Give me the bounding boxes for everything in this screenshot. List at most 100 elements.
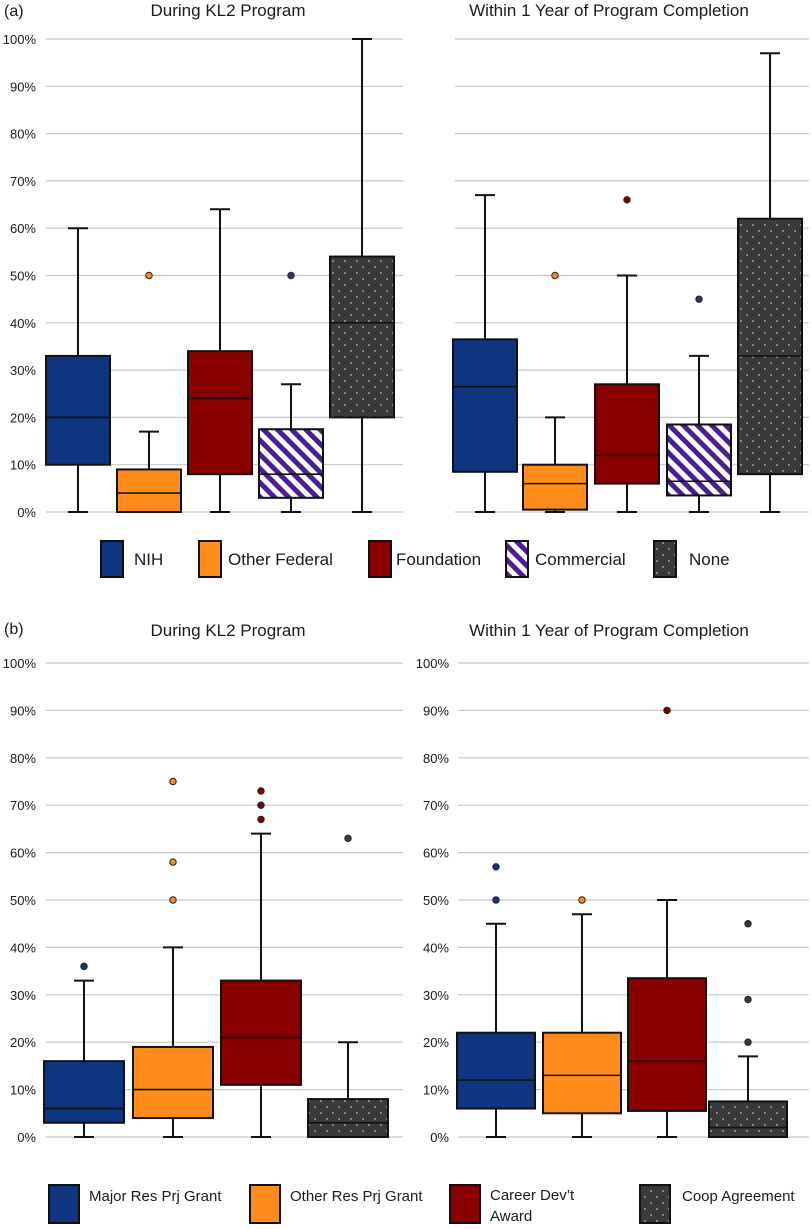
box-none <box>737 52 803 513</box>
y-tick-label: 70% <box>10 798 36 813</box>
box-iqr <box>666 423 732 497</box>
legend-b: Major Res Prj Grant Other Res Prj Grant … <box>48 1184 795 1225</box>
outlier-point <box>169 896 177 904</box>
outlier-point <box>744 995 752 1004</box>
y-tick-label: 80% <box>423 751 449 766</box>
box-iqr <box>45 354 111 466</box>
outlier-point <box>744 1038 752 1046</box>
outlier-point <box>744 920 752 928</box>
box-major-res-prj-grant <box>456 863 536 1138</box>
legend-label-award: Award <box>490 1208 532 1225</box>
y-tick-label: 0% <box>17 505 36 520</box>
y-tick-label: 30% <box>423 988 449 1003</box>
box-iqr <box>627 977 707 1112</box>
box-iqr <box>594 383 660 485</box>
y-tick-label: 90% <box>10 703 36 718</box>
outlier-point <box>257 801 265 809</box>
y-tick-label: 0% <box>17 1130 36 1145</box>
box-other-federal <box>116 271 182 513</box>
box-career-dev-t-award <box>220 787 302 1138</box>
box-iqr <box>542 1031 622 1115</box>
box-iqr <box>187 350 253 476</box>
box-commercial <box>666 295 732 513</box>
y-tick-label: 100% <box>3 32 37 47</box>
box-foundation <box>187 208 253 513</box>
box-other-res-prj-grant <box>542 896 622 1138</box>
legend-swatch-nih <box>100 540 124 578</box>
y-tick-label: 80% <box>10 127 36 142</box>
y-tick-label: 90% <box>10 79 36 94</box>
chart-b-left-title: During KL2 Program <box>151 621 306 640</box>
outlier-point <box>695 295 703 303</box>
box-iqr <box>708 1100 788 1138</box>
box-major-res-prj-grant <box>43 962 125 1138</box>
chart-a-right-title: Within 1 Year of Program Completion <box>469 1 749 20</box>
panel-b-label: (b) <box>4 621 24 638</box>
chart-a-left-title: During KL2 Program <box>151 1 306 20</box>
y-tick-label: 50% <box>10 893 36 908</box>
legend-label-career-devt: Career Dev’t <box>490 1187 575 1204</box>
box-iqr <box>456 1031 536 1110</box>
y-tick-label: 20% <box>423 1035 449 1050</box>
chart-b-right-title: Within 1 Year of Program Completion <box>469 621 749 640</box>
box-nih <box>45 227 111 513</box>
y-tick-label: 10% <box>10 1083 36 1098</box>
box-iqr <box>116 468 182 513</box>
box-coop-agreement <box>708 920 788 1138</box>
outlier-point <box>492 863 500 871</box>
chart-b-left: 0% 10% 20% 30% 40% 50% 60% 70% 80% 90% 100% <box>3 656 403 1145</box>
legend-label-major-res-prj-grant: Major Res Prj Grant <box>89 1188 222 1205</box>
y-tick-label: 90% <box>423 703 449 718</box>
box-iqr <box>522 463 588 511</box>
y-tick-label: 60% <box>10 221 36 236</box>
legend-a: NIH Other Federal Foundation Commercial … <box>100 540 730 578</box>
legend-swatch-other-federal <box>198 540 222 578</box>
outlier-point <box>623 196 631 204</box>
box-iqr <box>737 217 803 476</box>
legend-label-other-federal: Other Federal <box>228 550 333 569</box>
panel-a-label: (a) <box>4 3 24 20</box>
outlier-point <box>578 896 586 904</box>
y-tick-label: 40% <box>423 940 449 955</box>
box-foundation <box>594 196 660 513</box>
box-iqr <box>220 979 302 1086</box>
box-iqr <box>43 1060 125 1124</box>
box-iqr <box>452 338 518 473</box>
y-tick-label: 60% <box>423 846 449 861</box>
y-tick-label: 100% <box>416 656 450 671</box>
y-tick-label: 60% <box>10 846 36 861</box>
y-tick-label: 20% <box>10 410 36 425</box>
legend-label-coop-agreement: Coop Agreement <box>682 1188 795 1205</box>
legend-label-none: None <box>689 550 730 569</box>
y-tick-label: 0% <box>430 1130 449 1145</box>
outlier-point <box>663 706 671 715</box>
legend-swatch-commercial <box>505 540 529 578</box>
legend-swatch-coop-agreement <box>639 1184 671 1224</box>
box-coop-agreement <box>307 834 389 1138</box>
y-tick-label: 100% <box>3 656 37 671</box>
y-tick-label: 50% <box>10 269 36 284</box>
outlier-point <box>257 815 265 824</box>
outlier-point <box>145 271 153 280</box>
legend-label-nih: NIH <box>134 550 163 569</box>
y-tick-label: 10% <box>423 1083 449 1098</box>
box-none <box>329 38 395 513</box>
y-tick-label: 10% <box>10 458 36 473</box>
outlier-point <box>551 271 559 280</box>
y-tick-label: 30% <box>10 363 36 378</box>
outlier-point <box>169 858 177 866</box>
legend-label-commercial: Commercial <box>535 550 626 569</box>
y-tick-label: 70% <box>10 174 36 189</box>
outlier-point <box>80 962 88 971</box>
y-tick-label: 80% <box>10 751 36 766</box>
y-tick-label: 70% <box>423 798 449 813</box>
y-tick-label: 40% <box>10 316 36 331</box>
y-tick-label: 50% <box>423 893 449 908</box>
box-career-dev-t-award <box>627 706 707 1138</box>
legend-swatch-foundation <box>368 540 392 578</box>
box-iqr <box>132 1045 214 1120</box>
chart-a-right <box>452 38 809 513</box>
legend-swatch-none <box>653 540 677 578</box>
box-other-res-prj-grant <box>132 777 214 1138</box>
